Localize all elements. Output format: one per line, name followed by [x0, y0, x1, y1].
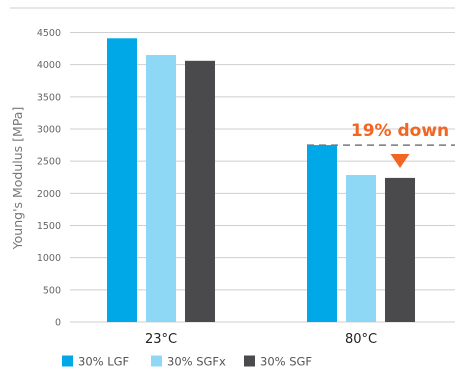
y-tick-label: 2000	[37, 189, 61, 200]
y-tick-label: 4500	[37, 28, 61, 39]
bar	[107, 38, 137, 322]
bars	[107, 38, 415, 323]
legend-swatch	[151, 355, 162, 367]
legend: 30% LGF 30% SGFx 30% SGF	[62, 355, 312, 369]
x-axis-categories: 23°C 80°C	[145, 332, 377, 347]
bar	[307, 145, 337, 322]
bar	[146, 55, 176, 323]
legend-label: 30% SGFx	[167, 355, 226, 369]
y-tick-label: 0	[55, 318, 61, 329]
x-category-label: 80°C	[345, 332, 377, 347]
bar	[185, 60, 215, 322]
x-category-label: 23°C	[145, 332, 177, 347]
y-tick-label: 3500	[37, 92, 61, 103]
legend-swatch	[62, 355, 73, 367]
bar	[346, 174, 376, 322]
y-tick-label: 4000	[37, 60, 61, 71]
y-axis-ticks: 0 500 1000 1500 2000 2500 3000 3500 4000 4500	[37, 28, 61, 329]
y-tick-label: 2500	[37, 157, 61, 168]
y-tick-label: 1000	[37, 253, 61, 264]
annotation-text: 19% down	[351, 121, 449, 141]
legend-label: 30% SGF	[260, 355, 312, 369]
y-axis-title: Young's Modulus [MPa]	[10, 107, 25, 251]
y-tick-label: 500	[43, 285, 61, 296]
annotation: 19% down	[307, 121, 455, 168]
legend-label: 30% LGF	[78, 355, 129, 369]
legend-swatch	[244, 355, 255, 367]
y-tick-label: 1500	[37, 221, 61, 232]
y-tick-label: 3000	[37, 125, 61, 136]
down-arrow-icon	[390, 154, 410, 168]
bar	[385, 177, 415, 322]
